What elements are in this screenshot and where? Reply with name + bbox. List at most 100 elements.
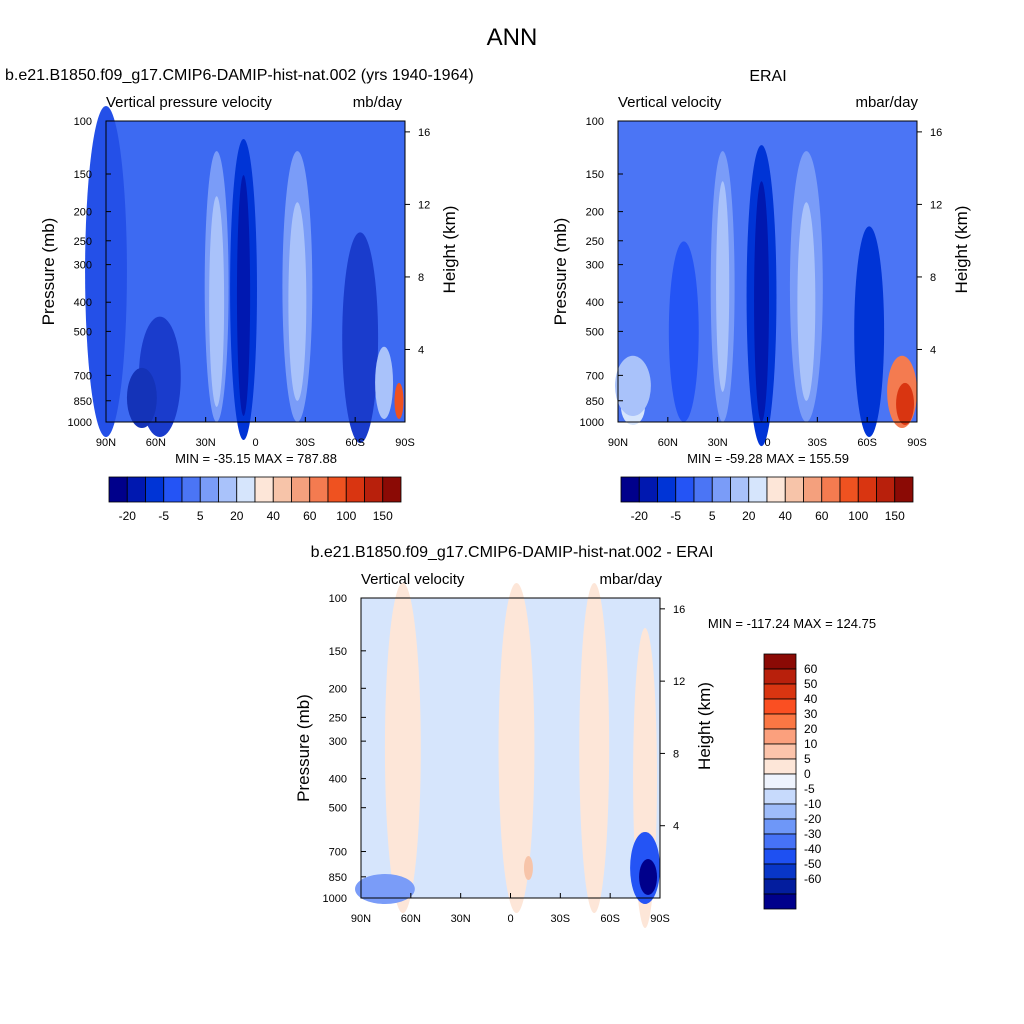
- panel-1-ytick-label: 150: [74, 169, 92, 181]
- panel-3-colorbar-box: [763, 743, 797, 760]
- panel-2-ylabel: Pressure (mb): [551, 218, 570, 326]
- panel-2-ytick-label: 150: [586, 169, 604, 181]
- panel-3-colorbar-box: [763, 833, 797, 850]
- panel-2-colorbar-label: 5: [709, 509, 716, 523]
- panel-3-stats: MIN = -117.24 MAX = 124.75: [708, 616, 876, 631]
- panel-3-colorbar-box: [763, 773, 797, 790]
- panel-1-colorbar-box: [199, 476, 219, 503]
- panel-3-colorbar-box: [763, 698, 797, 715]
- panel-2-contour-4: [716, 181, 730, 392]
- panel-3-ytick-label: 500: [329, 803, 347, 815]
- panel-1-colorbar-box: [254, 476, 274, 503]
- panel-2-ylabel-right: Height (km): [952, 206, 971, 294]
- panel-1-subtitle-left: Vertical pressure velocity: [106, 94, 272, 111]
- panel-2-ytick-right-label: 16: [930, 127, 942, 139]
- panel-1-ytick-label: 850: [74, 396, 92, 408]
- panel-2-colorbar-box: [657, 476, 677, 503]
- panel-2-contour-6: [754, 181, 769, 422]
- panel-1-colorbar-box: [218, 476, 238, 503]
- panel-3-colorbar-label: 30: [804, 707, 818, 721]
- panel-3-ytick-label: 300: [329, 736, 347, 748]
- panel-1-colorbar-box: [327, 476, 347, 503]
- panel-2-contour-9: [854, 226, 885, 438]
- panel-2-ytick-label: 100: [586, 116, 604, 128]
- panel-3-colorbar-box: [763, 668, 797, 685]
- panel-3-colorbar-box: [763, 728, 797, 745]
- panel-2-ytick-label: 850: [586, 396, 604, 408]
- panel-3-xtick-label: 90N: [351, 913, 371, 925]
- panel-3-ytick-label: 850: [329, 872, 347, 884]
- panel-2-subtitle-left: Vertical velocity: [618, 94, 722, 111]
- panel-1-colorbar-label: 100: [336, 509, 356, 523]
- panel-3-colorbar-label: 60: [804, 662, 818, 676]
- panel-3-colorbar-label: -5: [804, 782, 815, 796]
- panel-2-ytick-right-label: 8: [930, 272, 936, 284]
- panel-3-colorbar-label: 10: [804, 737, 818, 751]
- panel-3-contour-7: [639, 859, 658, 895]
- panel-2-colorbar-box: [766, 476, 786, 503]
- panel-3-colorbar-label: -60: [804, 872, 822, 886]
- panel-1-colorbar-box: [382, 476, 402, 503]
- panel-1-ytick-label: 1000: [68, 417, 92, 429]
- panel-1-ytick-label: 700: [74, 370, 92, 382]
- panel-3-ytick-right-label: 12: [673, 676, 685, 688]
- panel-3-colorbar-label: 0: [804, 767, 811, 781]
- panel-2-ytick-label: 700: [586, 370, 604, 382]
- panel-2-colorbar-box: [693, 476, 713, 503]
- panel-1-colorbar-box: [181, 476, 201, 503]
- panel-3-colorbar-box: [763, 878, 797, 895]
- panel-2-contour-2: [668, 241, 699, 422]
- panel-2-colorbar-label: 150: [885, 509, 905, 523]
- panel-3-colorbar-label: -10: [804, 797, 822, 811]
- panel-2-ytick-label: 200: [586, 207, 604, 219]
- panel-3-ytick-right-label: 4: [673, 821, 679, 833]
- panel-3-title: b.e21.B1850.f09_g17.CMIP6-DAMIP-hist-nat…: [310, 544, 714, 561]
- panel-1-ytick-right-label: 4: [418, 344, 424, 356]
- panel-1-colorbar-label: 150: [373, 509, 393, 523]
- panel-2-colorbar-label: -5: [670, 509, 681, 523]
- panel-1-ytick-right-label: 8: [418, 272, 424, 284]
- panel-2-stats: MIN = -59.28 MAX = 155.59: [687, 451, 849, 466]
- panel-3-xtick-label: 60N: [401, 913, 421, 925]
- panel-3-ytick-label: 100: [329, 593, 347, 605]
- panel-1-colorbar-box: [272, 476, 292, 503]
- panel-2-ytick-label: 400: [586, 297, 604, 309]
- panel-3-colorbar-box: [763, 848, 797, 865]
- panel-3-colorbar-box: [763, 818, 797, 835]
- panel-1-colorbar-label: 5: [197, 509, 204, 523]
- panel-1-colorbar-label: 40: [267, 509, 281, 523]
- panel-3-colorbar-label: -50: [804, 857, 822, 871]
- panel-1-ylabel-right: Height (km): [440, 206, 459, 294]
- panel-3-ytick-label: 1000: [323, 893, 347, 905]
- panel-2-xtick-label: 90S: [907, 437, 927, 449]
- panel-2-colorbar-box: [803, 476, 823, 503]
- panel-3-colorbar-box: [763, 788, 797, 805]
- panel-1-colorbar-box: [364, 476, 384, 503]
- panel-3-colorbar-box: [763, 683, 797, 700]
- panel-1-xtick-label: 30N: [196, 437, 216, 449]
- panel-3-ytick-label: 150: [329, 646, 347, 658]
- panel-1-xtick-label: 0: [252, 437, 258, 449]
- panel-1-subtitle-right: mb/day: [352, 94, 402, 111]
- panel-1-colorbar-box: [145, 476, 165, 503]
- panel-1-ylabel: Pressure (mb): [39, 218, 58, 326]
- panel-1-colorbar-box: [108, 476, 128, 503]
- panel-1-colorbar-box: [236, 476, 256, 503]
- panel-3-colorbar-box: [763, 863, 797, 880]
- panel-3-xtick-label: 0: [507, 913, 513, 925]
- panel-2-xtick-label: 0: [764, 437, 770, 449]
- panel-2-colorbar-box: [839, 476, 859, 503]
- panel-1-contour-11: [394, 382, 404, 419]
- panel-2-ytick-label: 1000: [580, 417, 604, 429]
- panel-3-plot: 100150200250300400500700850100048121690N…: [294, 583, 876, 928]
- panel-2-xtick-label: 60S: [857, 437, 877, 449]
- panel-2-plot: 100150200250300400500700850100048121690N…: [551, 116, 971, 523]
- panel-3-xtick-label: 30S: [551, 913, 571, 925]
- panel-3-ylabel: Pressure (mb): [294, 694, 313, 802]
- panel-2-contour-1: [615, 355, 651, 416]
- panel-3-colorbar-label: 5: [804, 752, 811, 766]
- panel-2-colorbar-box: [711, 476, 731, 503]
- panel-2-colorbar-box: [675, 476, 695, 503]
- panel-1-ytick-label: 200: [74, 207, 92, 219]
- panel-3-colorbar-box: [763, 758, 797, 775]
